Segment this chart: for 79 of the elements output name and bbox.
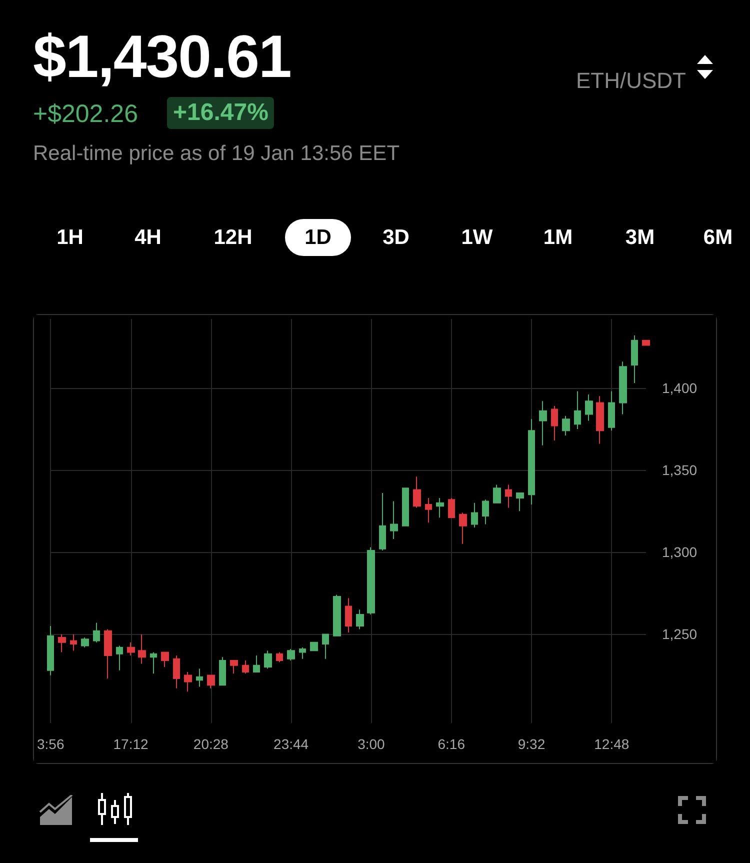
candlestick xyxy=(127,642,135,656)
candlestick xyxy=(299,646,306,660)
x-tick-label: 20:28 xyxy=(193,736,229,752)
candlestick xyxy=(150,652,157,674)
candlestick xyxy=(608,390,615,432)
candlestick xyxy=(367,546,375,615)
candlestick xyxy=(93,622,100,643)
candlestick xyxy=(516,492,524,512)
text: +16.47% xyxy=(167,97,274,129)
candlestick xyxy=(459,512,467,544)
candlestick xyxy=(333,594,341,636)
text: 12H xyxy=(212,225,254,251)
candlestick xyxy=(253,655,260,672)
candlestick xyxy=(436,497,444,518)
text: 3D xyxy=(382,225,410,251)
candlestick xyxy=(528,418,535,506)
candlestick xyxy=(161,652,169,668)
text: +$202.26 xyxy=(33,100,138,129)
candlestick xyxy=(184,671,192,692)
y-tick-label: 1,300 xyxy=(662,544,698,560)
candlestick xyxy=(562,415,570,436)
x-tick-label: 3:00 xyxy=(358,736,386,752)
candlestick xyxy=(242,660,249,674)
candlestick xyxy=(356,609,364,630)
candlestick xyxy=(116,645,123,671)
candlestick xyxy=(379,492,386,551)
candlestick xyxy=(322,634,329,660)
y-tick-label: 1,400 xyxy=(662,380,698,396)
candlestick xyxy=(642,340,650,346)
candlestick xyxy=(482,499,489,525)
chart-subtitle: Real-time price as of 19 Jan 13:56 EET xyxy=(33,142,400,166)
candlestick xyxy=(596,396,604,444)
text: 1W xyxy=(460,225,494,251)
x-tick-label: 17:12 xyxy=(113,736,148,752)
text: 4H xyxy=(134,225,162,251)
candlestick xyxy=(173,655,180,689)
text: ETH/USDT xyxy=(576,68,686,94)
candlestick xyxy=(196,668,203,688)
text: 1H xyxy=(56,225,84,251)
x-tick-label: 6:16 xyxy=(438,736,466,752)
y-tick-label: 1,350 xyxy=(662,462,698,478)
candlestick xyxy=(402,488,409,526)
candlestick xyxy=(310,642,318,652)
candlestick xyxy=(413,476,421,508)
x-tick-label: 12:48 xyxy=(594,736,630,752)
text: 3M xyxy=(624,225,656,251)
candlestick xyxy=(493,484,501,504)
candlestick xyxy=(207,674,215,689)
candlestick xyxy=(219,656,226,686)
candlestick xyxy=(574,390,581,430)
x-tick-label: 3:56 xyxy=(37,736,64,752)
candlestick xyxy=(539,400,547,446)
candlestick xyxy=(47,625,54,676)
text: 6M xyxy=(702,225,734,251)
candlestick xyxy=(230,660,238,674)
candlestick xyxy=(551,406,558,441)
candlestick xyxy=(585,394,593,422)
candlestick xyxy=(276,652,283,663)
candlestick xyxy=(104,628,112,680)
x-tick-label: 23:44 xyxy=(274,736,309,752)
candlestick xyxy=(138,634,146,664)
y-tick-label: 1,250 xyxy=(662,626,698,642)
text: 1M xyxy=(542,225,574,251)
candlestick xyxy=(70,634,77,652)
candlestick xyxy=(390,500,398,540)
candlestick xyxy=(58,634,66,653)
candlestick xyxy=(448,497,455,518)
candlestick xyxy=(345,598,352,634)
candlestick xyxy=(264,650,272,670)
candlestick xyxy=(505,484,512,508)
candlestick xyxy=(425,497,432,524)
chart-title: $1,430.61 xyxy=(33,22,291,91)
text: 1D xyxy=(284,219,352,256)
x-tick-label: 9:32 xyxy=(518,736,546,752)
candlestick xyxy=(81,636,89,648)
candlestick xyxy=(619,361,627,415)
candlestick xyxy=(631,334,638,384)
candlestick xyxy=(287,648,295,661)
candlestick xyxy=(471,502,478,528)
